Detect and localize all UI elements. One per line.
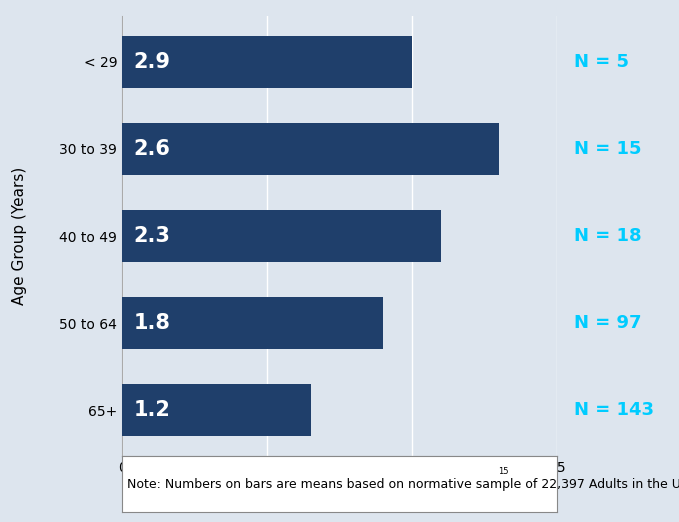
- Bar: [122, 123, 499, 175]
- Text: 1.8: 1.8: [134, 313, 170, 333]
- Y-axis label: Age Group (Years): Age Group (Years): [12, 167, 26, 305]
- Text: 2.6: 2.6: [134, 139, 170, 159]
- Text: N = 5: N = 5: [574, 53, 629, 71]
- Bar: [122, 210, 441, 262]
- Text: Note: Numbers on bars are means based on normative sample of 22,397 Adults in th: Note: Numbers on bars are means based on…: [126, 478, 679, 491]
- Text: N = 18: N = 18: [574, 227, 642, 245]
- Bar: [122, 297, 383, 349]
- Bar: [122, 384, 310, 436]
- Text: N = 15: N = 15: [574, 140, 642, 158]
- Bar: [122, 35, 412, 88]
- Text: N = 97: N = 97: [574, 314, 642, 332]
- Text: 2.9: 2.9: [134, 52, 171, 72]
- Text: 2.3: 2.3: [134, 226, 170, 246]
- Text: 1.2: 1.2: [134, 400, 170, 420]
- Text: Note: Numbers on bars are means based on normative sample of 22,397 Adults in th: Note: Numbers on bars are means based on…: [126, 478, 679, 491]
- X-axis label: Mean Number of ADHD Symptoms: Mean Number of ADHD Symptoms: [207, 481, 472, 496]
- Text: N = 143: N = 143: [574, 401, 654, 419]
- Text: 15: 15: [498, 467, 509, 477]
